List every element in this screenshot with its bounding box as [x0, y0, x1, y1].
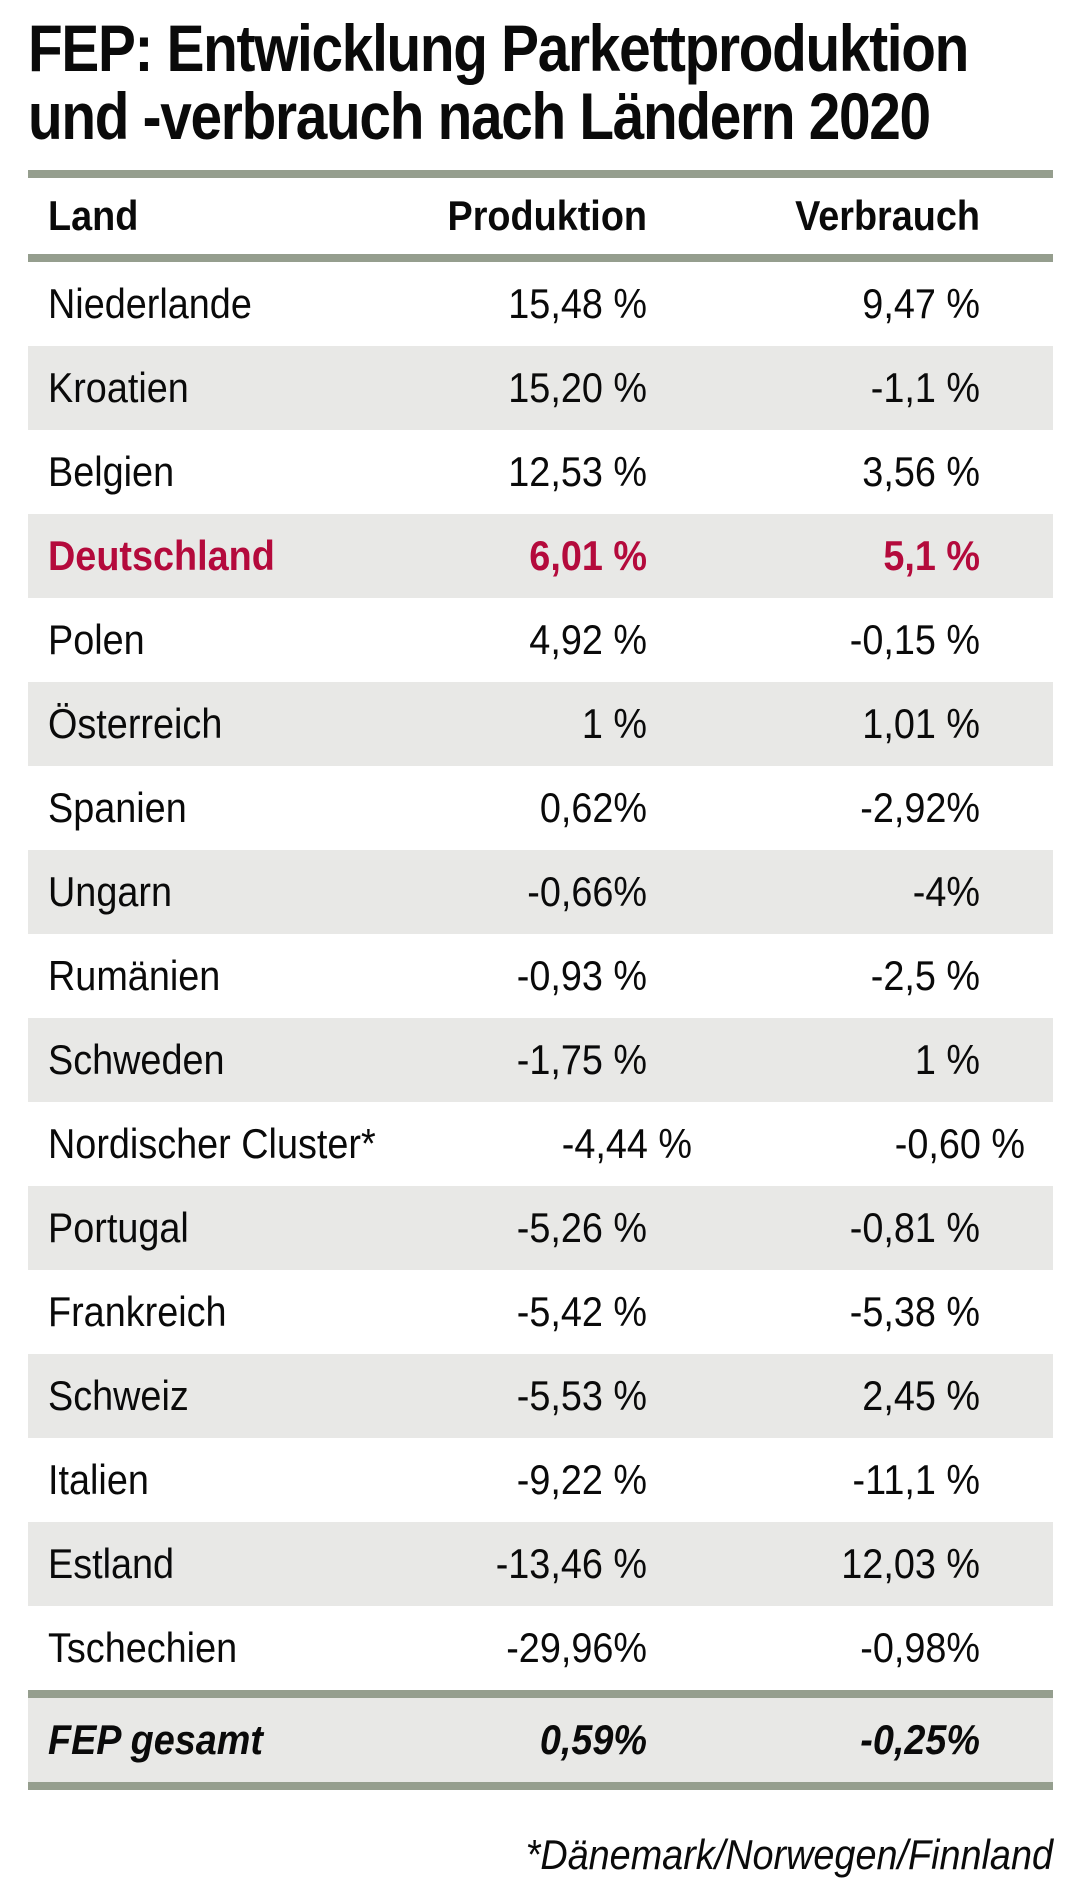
table-row: Italien -9,22 % -11,1 % [28, 1438, 1053, 1522]
table-row: Schweiz -5,53 % 2,45 % [28, 1354, 1053, 1438]
page-title: FEP: Entwicklung Parkettproduktion und -… [28, 14, 1053, 150]
cell-produktion: 12,53 % [508, 448, 647, 495]
cell-produktion: -0,93 % [516, 952, 647, 999]
cell-produktion: 0,62% [539, 784, 647, 831]
table-row: Estland -13,46 % 12,03 % [28, 1522, 1053, 1606]
cell-produktion: -4,44 % [561, 1120, 693, 1167]
column-header-verbrauch: Verbrauch [795, 192, 980, 239]
cell-produktion: -29,96% [506, 1624, 647, 1671]
cell-verbrauch: -0,15 % [849, 616, 980, 663]
table-row: Belgien 12,53 % 3,56 % [28, 430, 1053, 514]
cell-produktion: -0,66% [527, 868, 647, 915]
cell-verbrauch: 1,01 % [862, 700, 980, 747]
divider-rule-total-top [28, 1690, 1053, 1698]
cell-verbrauch: -0,60 % [894, 1120, 1026, 1167]
divider-rule-top [28, 170, 1053, 178]
cell-verbrauch: -5,38 % [849, 1288, 980, 1335]
cell-produktion: -5,42 % [516, 1288, 647, 1335]
cell-total-produktion: 0,59% [539, 1716, 647, 1763]
cell-land: Ungarn [48, 868, 172, 915]
cell-produktion: 4,92 % [529, 616, 647, 663]
cell-land: Rumänien [48, 952, 221, 999]
cell-total-verbrauch: -0,25% [860, 1716, 980, 1763]
cell-produktion: 6,01 % [529, 532, 647, 579]
cell-land: Estland [48, 1540, 175, 1587]
cell-land: Frankreich [48, 1288, 227, 1335]
cell-verbrauch: 12,03 % [841, 1540, 980, 1587]
cell-verbrauch: 5,1 % [883, 532, 980, 579]
cell-land: Spanien [48, 784, 187, 831]
page-title-line-1: FEP: Entwicklung Parkettproduktion [28, 11, 969, 85]
cell-verbrauch: 3,56 % [862, 448, 980, 495]
table-row: Portugal -5,26 % -0,81 % [28, 1186, 1053, 1270]
table-header-row: Land Produktion Verbrauch [28, 178, 1053, 254]
table-row: Österreich 1 % 1,01 % [28, 682, 1053, 766]
table-row: Frankreich -5,42 % -5,38 % [28, 1270, 1053, 1354]
cell-produktion: -13,46 % [495, 1540, 647, 1587]
cell-produktion: -9,22 % [516, 1456, 647, 1503]
cell-verbrauch: -11,1 % [852, 1456, 980, 1503]
table-row: Rumänien -0,93 % -2,5 % [28, 934, 1053, 1018]
cell-verbrauch: 9,47 % [862, 280, 980, 327]
cell-verbrauch: -0,98% [860, 1624, 980, 1671]
cell-land: Niederlande [48, 280, 252, 327]
cell-produktion: -5,53 % [516, 1372, 647, 1419]
cell-produktion: 1 % [581, 700, 647, 747]
footnote: *Dänemark/Norwegen/Finnland [525, 1831, 1053, 1878]
cell-verbrauch: -2,5 % [870, 952, 980, 999]
table-body: Niederlande 15,48 % 9,47 % Kroatien 15,2… [28, 262, 1053, 1690]
divider-rule-header [28, 254, 1053, 262]
table-row: Ungarn -0,66% -4% [28, 850, 1053, 934]
cell-land: Nordischer Cluster* [48, 1120, 376, 1167]
cell-total-label: FEP gesamt [48, 1716, 263, 1763]
table-row: Tschechien -29,96% -0,98% [28, 1606, 1053, 1690]
cell-land: Schweden [48, 1036, 225, 1083]
cell-verbrauch: 1 % [914, 1036, 980, 1083]
cell-produktion: 15,20 % [508, 364, 647, 411]
divider-rule-total-bottom [28, 1782, 1053, 1790]
table-row: Spanien 0,62% -2,92% [28, 766, 1053, 850]
table-row: Nordischer Cluster* -4,44 % -0,60 % [28, 1102, 1053, 1186]
column-header-produktion: Produktion [447, 192, 647, 239]
table-row: Schweden -1,75 % 1 % [28, 1018, 1053, 1102]
cell-verbrauch: -4% [912, 868, 980, 915]
cell-land: Kroatien [48, 364, 189, 411]
table-row: Niederlande 15,48 % 9,47 % [28, 262, 1053, 346]
cell-verbrauch: 2,45 % [862, 1372, 980, 1419]
cell-land: Portugal [48, 1204, 189, 1251]
table-total-row: FEP gesamt 0,59% -0,25% [28, 1698, 1053, 1782]
table-row: Deutschland 6,01 % 5,1 % [28, 514, 1053, 598]
cell-verbrauch: -1,1 % [870, 364, 980, 411]
cell-verbrauch: -0,81 % [849, 1204, 980, 1251]
cell-produktion: -5,26 % [516, 1204, 647, 1251]
cell-land: Deutschland [48, 532, 275, 579]
table-row: Polen 4,92 % -0,15 % [28, 598, 1053, 682]
column-header-land: Land [48, 192, 139, 239]
cell-produktion: -1,75 % [516, 1036, 647, 1083]
cell-land: Belgien [48, 448, 175, 495]
cell-land: Polen [48, 616, 145, 663]
cell-land: Schweiz [48, 1372, 189, 1419]
cell-land: Italien [48, 1456, 149, 1503]
table-row: Kroatien 15,20 % -1,1 % [28, 346, 1053, 430]
cell-produktion: 15,48 % [508, 280, 647, 327]
cell-land: Österreich [48, 700, 223, 747]
cell-land: Tschechien [48, 1624, 238, 1671]
page-title-line-2: und -verbrauch nach Ländern 2020 [28, 79, 931, 153]
cell-verbrauch: -2,92% [860, 784, 980, 831]
